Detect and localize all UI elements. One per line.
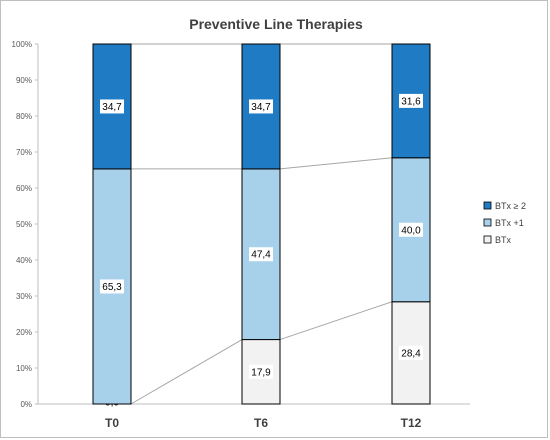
legend-swatch: [483, 201, 492, 210]
data-label-bg: [249, 247, 273, 262]
data-label-bg: [399, 222, 423, 237]
y-tick-label: 70%: [16, 148, 32, 157]
data-label-bg: [100, 279, 124, 294]
y-tick-label: 80%: [16, 112, 32, 121]
legend-swatch: [483, 218, 492, 227]
plot-area: 0%10%20%30%40%50%60%70%80%90%100%0,065,3…: [12, 40, 470, 430]
x-tick-label: T6: [254, 416, 268, 430]
data-label-bg: [249, 99, 273, 114]
data-label: 65,3: [102, 282, 122, 293]
x-tick-label: T0: [105, 416, 119, 430]
y-tick-label: 90%: [16, 76, 32, 85]
data-label: 47,4: [251, 250, 271, 261]
series-line-btx: [279, 301, 393, 341]
legend-swatch: [483, 235, 492, 244]
y-tick-label: 0%: [20, 400, 32, 409]
legend-label: BTx ≥ 2: [495, 201, 526, 211]
data-label: 34,7: [251, 102, 271, 113]
data-label: 34,7: [102, 102, 122, 113]
legend: BTx ≥ 2 BTx +1 BTx: [483, 201, 526, 245]
data-label: 31,6: [401, 96, 421, 107]
series-line-btx: [130, 339, 243, 405]
data-label-bg: [399, 93, 423, 108]
y-tick-label: 60%: [16, 184, 32, 193]
x-tick-label: T12: [401, 416, 422, 430]
y-tick-label: 50%: [16, 220, 32, 229]
y-tick-label: 30%: [16, 292, 32, 301]
y-tick-label: 10%: [16, 364, 32, 373]
series-connector-lines: [130, 43, 393, 405]
chart-title: Preventive Line Therapies: [189, 16, 363, 32]
y-tick-label: 40%: [16, 256, 32, 265]
legend-label: BTx: [495, 235, 512, 245]
data-label-bg: [100, 99, 124, 114]
data-label: 17,9: [251, 367, 271, 378]
series-line-btx-1: [279, 157, 393, 170]
data-label: 28,4: [401, 348, 421, 359]
data-label-bg: [249, 364, 273, 379]
data-label-bg: [399, 345, 423, 360]
legend-label: BTx +1: [495, 218, 524, 228]
y-tick-label: 20%: [16, 328, 32, 337]
y-tick-label: 100%: [12, 40, 32, 49]
data-label: 40,0: [401, 225, 421, 236]
